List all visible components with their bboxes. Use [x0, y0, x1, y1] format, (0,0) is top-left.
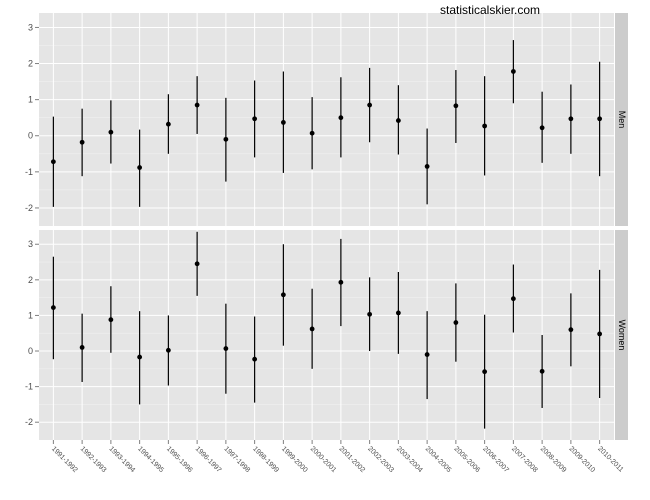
- y-tick-label: -2: [25, 203, 33, 213]
- x-tick-label: 1993-1994: [107, 445, 136, 474]
- y-tick-label: 0: [28, 131, 33, 141]
- data-point: [194, 102, 200, 108]
- data-point: [223, 346, 229, 351]
- data-point: [108, 129, 114, 135]
- data-point: [280, 119, 286, 125]
- y-tick-label: -1: [25, 167, 33, 177]
- data-point: [539, 125, 545, 131]
- y-tick-label: 1: [28, 95, 33, 105]
- x-tick-label: 1999-2000: [280, 445, 309, 474]
- y-tick-label: 0: [28, 346, 33, 356]
- data-point: [367, 102, 373, 108]
- x-tick-label: 2000-2001: [309, 445, 338, 474]
- data-point: [482, 123, 488, 129]
- panel-women: -2 -1 0 1 2 3 Women: [25, 230, 628, 440]
- y-tick-label: 2: [28, 275, 33, 285]
- x-tick-label: 1991-1992: [50, 445, 79, 474]
- x-tick-label: 2007-2008: [510, 445, 539, 474]
- x-tick-label: 2002-2003: [366, 445, 395, 474]
- data-point: [137, 165, 143, 170]
- data-point: [395, 310, 401, 316]
- x-tick-label: 2008-2009: [539, 445, 568, 474]
- data-point: [309, 130, 315, 136]
- facet-strip: [615, 230, 628, 440]
- data-point: [453, 320, 459, 325]
- data-point: [194, 261, 200, 267]
- data-point: [280, 292, 286, 298]
- x-tick-label: 2006-2007: [481, 445, 510, 474]
- x-tick-label: 2004-2005: [424, 445, 453, 474]
- watermark: statisticalskier.com: [440, 3, 541, 17]
- data-point: [165, 121, 171, 127]
- data-point: [539, 368, 545, 374]
- y-tick-label: 1: [28, 310, 33, 320]
- facet-strip-label: Men: [617, 111, 627, 129]
- x-tick-label: 2010-2011: [596, 445, 624, 473]
- data-point: [79, 139, 85, 145]
- data-point: [223, 136, 229, 142]
- data-point: [137, 354, 143, 360]
- y-tick-label: 3: [28, 22, 33, 32]
- data-point: [568, 327, 574, 333]
- data-point: [252, 116, 258, 122]
- y-tick-label: 2: [28, 59, 33, 69]
- y-tick-label: -2: [25, 417, 33, 427]
- x-tick-label: 1997-1998: [222, 445, 251, 474]
- data-point: [424, 352, 430, 357]
- x-tick-label: 2003-2004: [395, 445, 424, 474]
- x-axis: 1991-1992 1992-1993 1993-1994 1994-1995 1995…: [50, 440, 625, 474]
- facet-strip-label: Women: [617, 320, 627, 351]
- data-point: [165, 347, 171, 353]
- data-point: [108, 317, 114, 323]
- data-point: [338, 115, 344, 121]
- data-point: [338, 279, 344, 285]
- data-point: [50, 159, 56, 165]
- data-point: [424, 164, 430, 169]
- x-tick-label: 2005-2006: [452, 445, 481, 474]
- data-point: [597, 116, 603, 122]
- data-point: [453, 103, 459, 109]
- x-tick-label: 1996-1997: [194, 445, 223, 474]
- data-point: [568, 116, 574, 122]
- data-point: [395, 118, 401, 123]
- data-point: [597, 331, 603, 337]
- data-point: [510, 296, 516, 302]
- x-tick-label: 1992-1993: [79, 445, 108, 474]
- data-point: [510, 69, 516, 74]
- x-tick-label: 2009-2010: [567, 445, 596, 474]
- panel-background: [39, 13, 614, 226]
- x-tick-label: 2001-2002: [337, 445, 366, 474]
- x-tick-label: 1998-1999: [251, 445, 280, 474]
- data-point: [482, 369, 488, 375]
- data-point: [309, 326, 315, 332]
- facet-strip: [615, 13, 628, 226]
- x-tick-label: 1995-1996: [165, 445, 194, 474]
- panel-background: [39, 230, 614, 440]
- x-tick-label: 1994-1995: [136, 445, 165, 474]
- data-point: [50, 305, 56, 310]
- data-point: [252, 356, 258, 362]
- y-tick-label: 3: [28, 239, 33, 249]
- data-point: [79, 345, 85, 350]
- y-tick-label: -1: [25, 382, 33, 392]
- panel-men: -2 -1 0 1 2 3 Men: [25, 13, 628, 226]
- data-point: [367, 311, 373, 317]
